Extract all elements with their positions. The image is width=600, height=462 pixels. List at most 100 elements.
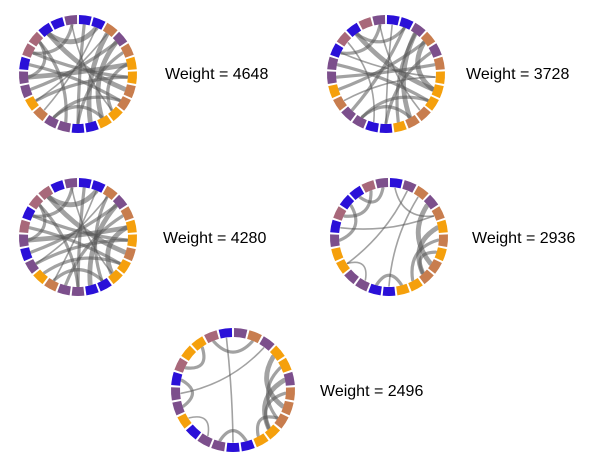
- ring-segment: [78, 15, 92, 26]
- ring-segment: [127, 234, 138, 248]
- chord-ring: [170, 328, 296, 453]
- ring-segment: [57, 283, 71, 296]
- chord-link: [46, 32, 127, 92]
- ring-segment: [423, 194, 439, 210]
- ring-segment: [78, 178, 92, 189]
- chord-link: [264, 354, 285, 409]
- panel-5: Weight = 2496: [170, 328, 423, 453]
- ring-segment: [329, 234, 340, 248]
- chord-link: [355, 26, 406, 44]
- chord-link: [71, 24, 113, 111]
- ring-segment: [50, 17, 65, 30]
- ring-segment: [425, 96, 439, 111]
- chord-link: [184, 346, 206, 370]
- ring-segment: [97, 114, 112, 129]
- ring-segment: [25, 259, 39, 274]
- ring-segment: [352, 114, 367, 129]
- ring-segment: [211, 439, 226, 452]
- ring-segment: [431, 206, 445, 221]
- ring-segment: [274, 413, 289, 429]
- chord-ring: [326, 15, 446, 134]
- chord-link: [394, 187, 435, 218]
- ring-segment: [117, 259, 131, 274]
- ring-segment: [218, 328, 233, 339]
- chord-link: [212, 340, 254, 354]
- ring-segment: [361, 180, 376, 193]
- ring-segment: [379, 123, 393, 134]
- ring-segment: [125, 56, 137, 70]
- ring-segment: [174, 357, 188, 373]
- ring-segment: [326, 71, 337, 85]
- ring-segment: [281, 400, 294, 416]
- ring-segment: [197, 433, 213, 448]
- chord-ring: [329, 178, 449, 297]
- ring-segment: [50, 180, 65, 193]
- ring-segment: [191, 336, 207, 351]
- ring-segment: [97, 277, 112, 292]
- chord-link: [53, 190, 97, 281]
- ring-segment: [71, 123, 85, 134]
- ring-segment: [431, 84, 444, 99]
- ring-segment: [247, 330, 262, 344]
- ring-segment: [438, 234, 449, 248]
- chord-link: [340, 215, 435, 230]
- ring-segment: [120, 206, 134, 221]
- ring-segment: [171, 371, 183, 386]
- ring-segment: [108, 106, 123, 122]
- ring-segment: [108, 269, 123, 285]
- chord-link: [32, 186, 74, 218]
- ring-segment: [125, 219, 137, 233]
- ring-segment: [375, 178, 389, 189]
- ring-segment: [435, 71, 446, 85]
- ring-segment: [57, 120, 71, 133]
- panel-2: Weight = 3728: [326, 15, 569, 134]
- ring-segment: [344, 269, 359, 285]
- chord-link: [52, 268, 104, 282]
- chord-link: [379, 24, 421, 111]
- chord-link: [354, 32, 435, 92]
- chord-link: [263, 391, 287, 430]
- ring-segment: [386, 15, 400, 26]
- ring-segment: [389, 178, 403, 189]
- ring-segment: [336, 31, 352, 47]
- ring-segment: [181, 345, 197, 361]
- ring-segment: [204, 330, 219, 344]
- chord-link: [343, 189, 373, 218]
- ring-segment: [112, 194, 128, 210]
- chord-link: [180, 347, 265, 395]
- chord-link: [52, 105, 104, 119]
- weight-label: Weight = 2496: [320, 383, 423, 400]
- ring-segment: [355, 277, 370, 292]
- ring-segment: [19, 219, 31, 233]
- chord-ring: [18, 178, 138, 297]
- ring-segment: [20, 84, 33, 99]
- ring-segment: [333, 96, 347, 111]
- chord-link: [76, 23, 86, 125]
- chord-link: [86, 32, 110, 124]
- ring-segment: [405, 114, 420, 129]
- ring-segment: [91, 180, 106, 193]
- chord-link: [343, 76, 436, 102]
- weight-label: Weight = 3728: [466, 66, 569, 83]
- ring-segment: [18, 71, 29, 85]
- chord-link: [375, 273, 403, 287]
- ring-segment: [402, 180, 417, 193]
- chord-link: [415, 40, 435, 92]
- ring-segment: [25, 96, 39, 111]
- ring-segment: [436, 219, 448, 233]
- chord-link: [71, 187, 113, 274]
- ring-segment: [428, 259, 442, 274]
- ring-segment: [117, 96, 131, 111]
- ring-segment: [346, 22, 362, 37]
- chord-link: [46, 195, 127, 255]
- ring-segment: [365, 120, 379, 133]
- ring-segment: [240, 439, 255, 452]
- chord-link: [28, 226, 121, 265]
- panel-4: Weight = 2936: [329, 178, 575, 297]
- ring-segment: [22, 206, 36, 221]
- ring-segment: [19, 56, 31, 70]
- ring-segment: [33, 269, 48, 285]
- ring-segment: [264, 424, 281, 440]
- ring-segment: [399, 17, 414, 30]
